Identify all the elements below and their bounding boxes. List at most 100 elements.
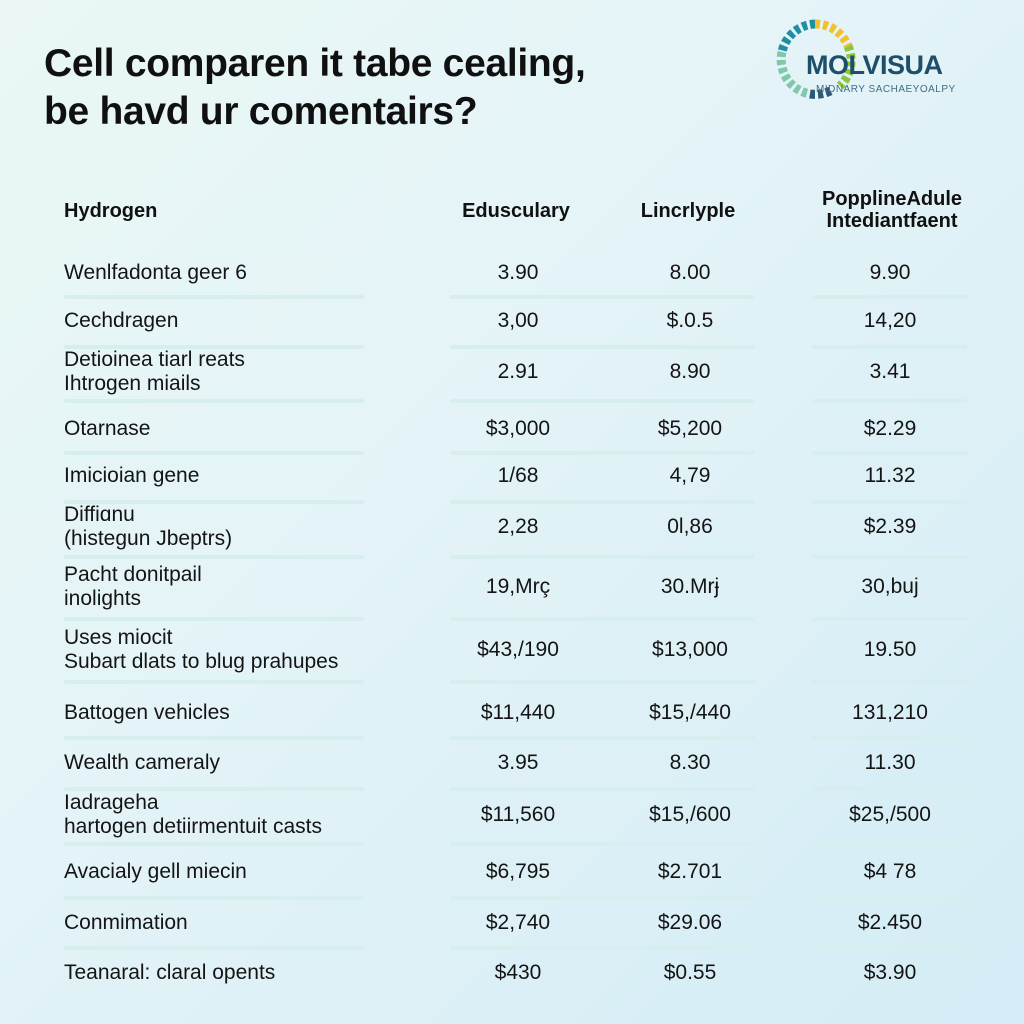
table-cell: 19,Mrç	[485, 575, 551, 598]
table-cell: $0.55	[663, 961, 717, 984]
row-label: Detioinea tiarl reats Ihtrogen miails	[64, 348, 245, 396]
row-divider	[64, 451, 364, 455]
table-cell: $2.701	[657, 860, 723, 883]
row-label: Cechdragen	[64, 309, 178, 333]
row-label-line: (histegun Jbeptrs)	[64, 527, 233, 550]
table-cell: 8.90	[669, 360, 711, 383]
row-divider	[812, 451, 967, 455]
table-cell: $4 78	[863, 860, 917, 883]
title-line-2: be havd ur comentairs?	[44, 90, 478, 133]
row-divider	[64, 736, 364, 740]
table-cell: 3,00	[497, 309, 539, 332]
table-cell: 2,28	[497, 515, 539, 538]
row-label: Wenlfadonta geer 6	[64, 261, 247, 285]
table-cell: 131,210	[852, 701, 928, 724]
row-divider	[450, 345, 755, 349]
row-divider	[64, 399, 364, 403]
row-divider	[812, 295, 967, 299]
table-cell: 0l,86	[667, 515, 713, 538]
table-cell: 30.Mrɉ	[660, 575, 720, 598]
row-divider	[64, 500, 364, 504]
row-divider	[450, 617, 755, 621]
row-divider	[450, 787, 755, 791]
row-divider	[812, 617, 967, 621]
row-divider	[450, 399, 755, 403]
table-cell: 9.90	[869, 261, 911, 284]
row-divider	[450, 946, 755, 950]
row-divider	[812, 680, 967, 684]
row-divider	[64, 842, 364, 846]
row-divider	[64, 555, 364, 559]
row-divider	[812, 555, 967, 559]
table-cell: 14,20	[863, 309, 917, 332]
row-divider	[450, 451, 755, 455]
row-divider	[64, 787, 364, 791]
row-label: Uses miocit Subart dlats to blug prahupes	[64, 626, 338, 674]
row-divider	[812, 896, 967, 900]
row-divider	[450, 842, 755, 846]
row-label-line: inolights	[64, 587, 142, 610]
table-cell: $2.29	[863, 417, 917, 440]
table-cell: $430	[494, 961, 542, 984]
row-label: Pacht donitpail inolights	[64, 563, 202, 611]
table-cell: $6,795	[485, 860, 551, 883]
table-cell: $15,/600	[649, 803, 731, 826]
row-divider	[64, 295, 364, 299]
table-cell: $11,440	[480, 701, 556, 724]
table-cell: 11.30	[864, 751, 916, 774]
table-cell: 30,buj	[861, 575, 919, 598]
column-header-3: PopplineAdule Intediantfaent	[792, 188, 992, 232]
table-cell: $13,000	[652, 638, 728, 661]
row-label: Wealth cameraly	[64, 751, 220, 775]
row-label-line: Wealth cameraly	[64, 751, 221, 774]
table-cell: 3.95	[497, 751, 539, 774]
row-divider	[64, 345, 364, 349]
row-label-line: Detioinea tiarl reats	[64, 348, 245, 371]
logo-name: MOLVISUA	[806, 50, 943, 80]
page-title: Cell comparen it tabe cealing, be havd u…	[44, 40, 744, 136]
row-label: Teanaral: claral opents	[64, 961, 275, 985]
row-label-line: Diffiɑnu	[64, 503, 135, 526]
row-label-line: Uses miocit	[64, 626, 173, 649]
row-label-line: Cechdragen	[64, 309, 179, 332]
row-divider	[64, 680, 364, 684]
column-header-3-line-1: PopplineAdule	[822, 188, 962, 210]
row-divider	[64, 617, 364, 621]
column-header-1: Eduscularу	[462, 200, 570, 222]
row-label: Battogen vehicles	[64, 701, 230, 725]
row-label: Avacialy gell miecin	[64, 860, 247, 884]
table-cell: 2.91	[497, 360, 539, 383]
table-cell: $43,/190	[477, 638, 559, 661]
table-cell: $2.450	[857, 911, 923, 934]
row-label-line: Teanaral: claral opents	[64, 961, 276, 984]
table-cell: 8.30	[669, 751, 711, 774]
table-cell: $2,740	[485, 911, 551, 934]
row-divider	[812, 500, 967, 504]
row-divider	[812, 399, 967, 403]
logo-tagline: MIDNARY SACHAEYOALPY	[816, 84, 956, 95]
table-cell: 1/68	[497, 464, 539, 487]
table-cell: 8.00	[669, 261, 711, 284]
column-header-label: Hydrogen	[64, 200, 158, 222]
row-label-line: Ihtrogen miails	[64, 372, 201, 395]
row-divider	[812, 842, 967, 846]
table-cell: $15,/440	[649, 701, 731, 724]
column-header-3-line-2: Intediantfaent	[826, 210, 958, 232]
row-divider	[450, 295, 755, 299]
table-cell: $11,560	[480, 803, 556, 826]
table-cell: 3.41	[869, 360, 911, 383]
row-label: Conmimation	[64, 911, 188, 935]
column-header-2: Lincrlyple	[640, 200, 736, 222]
brand-logo: MOLVISUA MIDNARY SACHAEYOALPY	[770, 14, 1000, 104]
row-divider	[450, 680, 755, 684]
row-label-line: Subart dlats to blug prahupes	[64, 650, 339, 673]
logo-ring-icon	[776, 19, 856, 99]
table-cell: $29.06	[657, 911, 723, 934]
table-cell: $2.39	[863, 515, 917, 538]
row-label: Iadragehа hartogen detiirmentuit casts	[64, 791, 322, 839]
row-label: Otarnase	[64, 417, 150, 441]
row-label-line: Avacialy gell miecin	[64, 860, 247, 883]
row-label-line: Wenlfadonta geer 6	[64, 261, 247, 284]
row-label-line: Pacht donitpail	[64, 563, 202, 586]
row-divider	[812, 345, 967, 349]
